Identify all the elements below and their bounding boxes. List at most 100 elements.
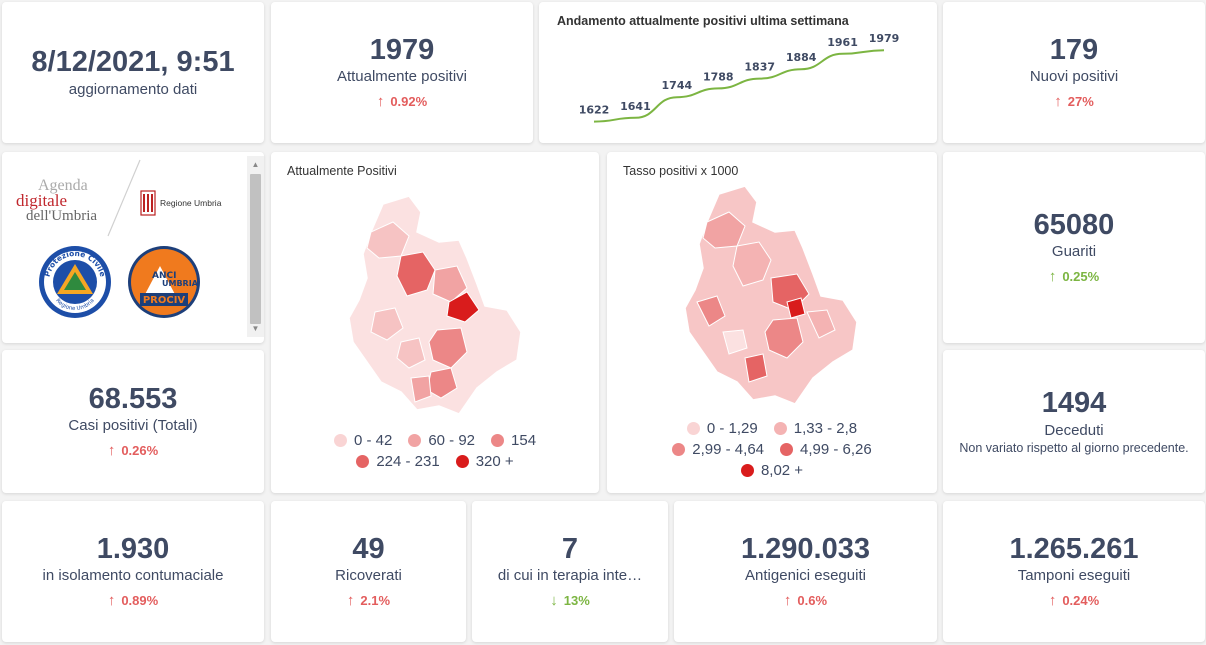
positivi-value: 1979 [369, 33, 435, 66]
arrow-up-icon: ↑ [1054, 93, 1062, 111]
nuovi-card: 179 Nuovi positivi ↑ 27% [943, 2, 1205, 143]
arrow-up-icon: ↑ [376, 93, 385, 111]
antigenici-label: Antigenici eseguiti [745, 567, 866, 585]
regione-umbria-text: Regione Umbria [160, 198, 222, 208]
map-tasso-title: Tasso positivi x 1000 [623, 164, 739, 178]
positivi-card: 1979 Attualmente positivi ↑ 0.92% [271, 2, 533, 143]
scroll-thumb[interactable] [250, 174, 261, 324]
map-tasso-legend: 0 - 1,29 1,33 - 2,8 2,99 - 4,64 4,99 - 6,26… [607, 420, 937, 479]
legend-label: 320 + [475, 453, 514, 470]
logos-scrollbar[interactable]: ▲ ▼ [247, 156, 264, 337]
legend-swatch [408, 434, 422, 447]
legend-swatch [686, 422, 700, 435]
series-line [593, 49, 885, 123]
ricoverati-value: 49 [352, 532, 385, 565]
legend-item: 154 [491, 432, 536, 449]
legend-item: 60 - 92 [408, 432, 475, 449]
weekly-chart: 1622 1641 1744 1788 1837 1884 1961 1979 [579, 32, 900, 123]
legend-swatch [740, 464, 754, 477]
map-subarea [806, 309, 836, 339]
map-subarea [410, 375, 432, 403]
update-datetime: 8/12/2021, 9:51 [31, 46, 235, 79]
map-subarea [764, 317, 804, 359]
ricoverati-trend: ↑ 2.1% [347, 592, 390, 609]
scroll-up-icon[interactable]: ▲ [251, 160, 260, 169]
isolamento-label: in isolamento contumaciale [42, 567, 224, 585]
legend-label: 224 - 231 [376, 453, 440, 470]
map-subarea [744, 353, 768, 383]
map-positivi [348, 195, 522, 415]
tamponi-trend-value: 0.24% [1062, 593, 1100, 609]
map-positivi-card: Attualmente Positivi 0 - 42 60 - 92 154 224… [271, 152, 599, 493]
map-subarea [432, 265, 468, 303]
agenda-line3: dell'Umbria [26, 208, 98, 225]
map-subarea [370, 307, 404, 341]
legend-item: 0 - 42 [333, 432, 392, 449]
anci-text-3: PROCIV [143, 295, 186, 306]
deceduti-value: 1494 [1041, 387, 1107, 420]
terapia-trend: ↓ 13% [550, 592, 590, 609]
tamponi-trend: ↑ 0.24% [1049, 592, 1099, 609]
map-tasso [684, 185, 858, 405]
legend-swatch [773, 422, 787, 435]
arrow-up-icon: ↑ [107, 442, 116, 460]
map-positivi-title: Attualmente Positivi [287, 164, 397, 178]
umbria-region-shape [684, 185, 858, 405]
tamponi-card: 1.265.261 Tamponi eseguiti ↑ 0.24% [943, 501, 1205, 642]
guariti-card: 65080 Guariti ↑ 0.25% [943, 152, 1205, 343]
ricoverati-label: Ricoverati [335, 567, 402, 585]
agenda-line1: Agenda [38, 177, 88, 194]
legend-label: 0 - 1,29 [706, 420, 758, 437]
map-subarea [786, 297, 806, 319]
legend-item: 320 + [455, 453, 514, 470]
legend-swatch [455, 455, 469, 468]
legend-label: 1,33 - 2,8 [793, 420, 858, 437]
data-label: 1961 [827, 36, 858, 49]
positivi-trend: ↑ 0.92% [377, 93, 427, 110]
data-label: 1979 [869, 32, 900, 45]
arrow-up-icon: ↑ [783, 592, 792, 610]
ricoverati-card: 49 Ricoverati ↑ 2.1% [271, 501, 466, 642]
data-label: 1788 [703, 70, 734, 83]
terapia-value: 7 [561, 532, 579, 565]
map-subarea [396, 251, 436, 297]
map-subarea [396, 337, 426, 369]
data-label: 1837 [744, 61, 775, 74]
anci-text-1: ANCI [152, 271, 176, 281]
legend-item: 8,02 + [740, 462, 803, 479]
guariti-label: Guariti [1051, 243, 1097, 261]
nuovi-trend: ↑ 27% [1054, 93, 1094, 110]
arrow-up-icon: ↑ [1048, 268, 1057, 286]
regione-umbria-logo: Regione Umbria [140, 190, 221, 216]
legend-label: 2,99 - 4,64 [692, 441, 764, 458]
isolamento-card: 1.930 in isolamento contumaciale ↑ 0.89% [2, 501, 264, 642]
arrow-up-icon: ↑ [1048, 592, 1057, 610]
agenda-line2: digitale [16, 191, 67, 211]
legend-item: 1,33 - 2,8 [773, 420, 858, 437]
terapia-label: di cui in terapia inte… [497, 567, 643, 585]
legend-swatch [672, 443, 686, 456]
nuovi-label: Nuovi positivi [1029, 68, 1119, 86]
positivi-trend-value: 0.92% [390, 94, 428, 110]
anci-text-2: UMBRIA [162, 279, 199, 288]
weekly-chart-card: Andamento attualmente positivi ultima se… [539, 2, 937, 143]
arrow-up-icon: ↑ [346, 592, 355, 610]
casi-label: Casi positivi (Totali) [68, 417, 198, 435]
anci-umbria-logo: ANCI UMBRIA PROCIV [128, 246, 200, 318]
legend-item: 2,99 - 4,64 [672, 441, 764, 458]
antigenici-card: 1.290.033 Antigenici eseguiti ↑ 0.6% [674, 501, 937, 642]
casi-trend: ↑ 0.26% [108, 442, 158, 459]
antigenici-value: 1.290.033 [740, 532, 870, 565]
casi-trend-value: 0.26% [121, 443, 159, 459]
map-subarea [722, 329, 748, 355]
tamponi-value: 1.265.261 [1009, 532, 1139, 565]
data-label: 1884 [786, 51, 817, 64]
legend-label: 4,99 - 6,26 [800, 441, 872, 458]
legend-item: 4,99 - 6,26 [780, 441, 872, 458]
scroll-down-icon[interactable]: ▼ [251, 324, 260, 333]
data-label: 1641 [620, 100, 651, 113]
data-label: 1744 [662, 79, 693, 92]
terapia-card: 7 di cui in terapia inte… ↓ 13% [472, 501, 668, 642]
guariti-trend-value: 0.25% [1062, 269, 1100, 285]
update-card: 8/12/2021, 9:51 aggiornamento dati [2, 2, 264, 143]
